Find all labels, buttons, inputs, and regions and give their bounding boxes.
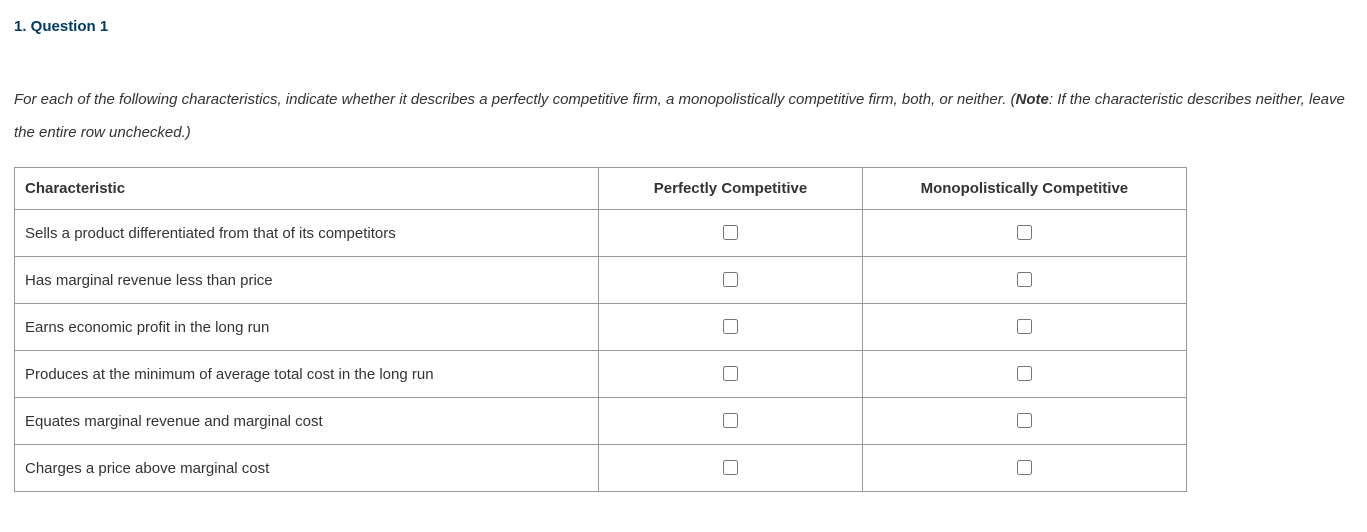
checkbox-row2-monopolistic[interactable] <box>1017 272 1032 287</box>
checkbox-row3-perfect[interactable] <box>723 319 738 334</box>
checkbox-row6-perfect[interactable] <box>723 460 738 475</box>
prompt-note-label: Note <box>1016 91 1049 108</box>
question-number-title: 1. Question 1 <box>14 18 1353 35</box>
table-row: Has marginal revenue less than price <box>15 257 1187 304</box>
checkbox-row4-monopolistic[interactable] <box>1017 366 1032 381</box>
col-header-characteristic: Characteristic <box>15 168 599 210</box>
checkbox-row1-monopolistic[interactable] <box>1017 225 1032 240</box>
row-label: Produces at the minimum of average total… <box>15 351 599 398</box>
row-label: Charges a price above marginal cost <box>15 445 599 492</box>
prompt-main-text: For each of the following characteristic… <box>14 91 1016 108</box>
row-label: Earns economic profit in the long run <box>15 304 599 351</box>
table-row: Earns economic profit in the long run <box>15 304 1187 351</box>
table-row: Charges a price above marginal cost <box>15 445 1187 492</box>
col-header-perfectly-competitive: Perfectly Competitive <box>599 168 863 210</box>
checkbox-row1-perfect[interactable] <box>723 225 738 240</box>
table-row: Sells a product differentiated from that… <box>15 210 1187 257</box>
checkbox-row4-perfect[interactable] <box>723 366 738 381</box>
row-label: Has marginal revenue less than price <box>15 257 599 304</box>
table-row: Produces at the minimum of average total… <box>15 351 1187 398</box>
col-header-monopolistically-competitive: Monopolistically Competitive <box>862 168 1186 210</box>
table-header-row: Characteristic Perfectly Competitive Mon… <box>15 168 1187 210</box>
checkbox-row3-monopolistic[interactable] <box>1017 319 1032 334</box>
checkbox-row5-perfect[interactable] <box>723 413 738 428</box>
checkbox-row5-monopolistic[interactable] <box>1017 413 1032 428</box>
row-label: Equates marginal revenue and marginal co… <box>15 398 599 445</box>
table-row: Equates marginal revenue and marginal co… <box>15 398 1187 445</box>
checkbox-row6-monopolistic[interactable] <box>1017 460 1032 475</box>
characteristics-table: Characteristic Perfectly Competitive Mon… <box>14 167 1187 492</box>
row-label: Sells a product differentiated from that… <box>15 210 599 257</box>
checkbox-row2-perfect[interactable] <box>723 272 738 287</box>
question-prompt: For each of the following characteristic… <box>14 83 1353 149</box>
